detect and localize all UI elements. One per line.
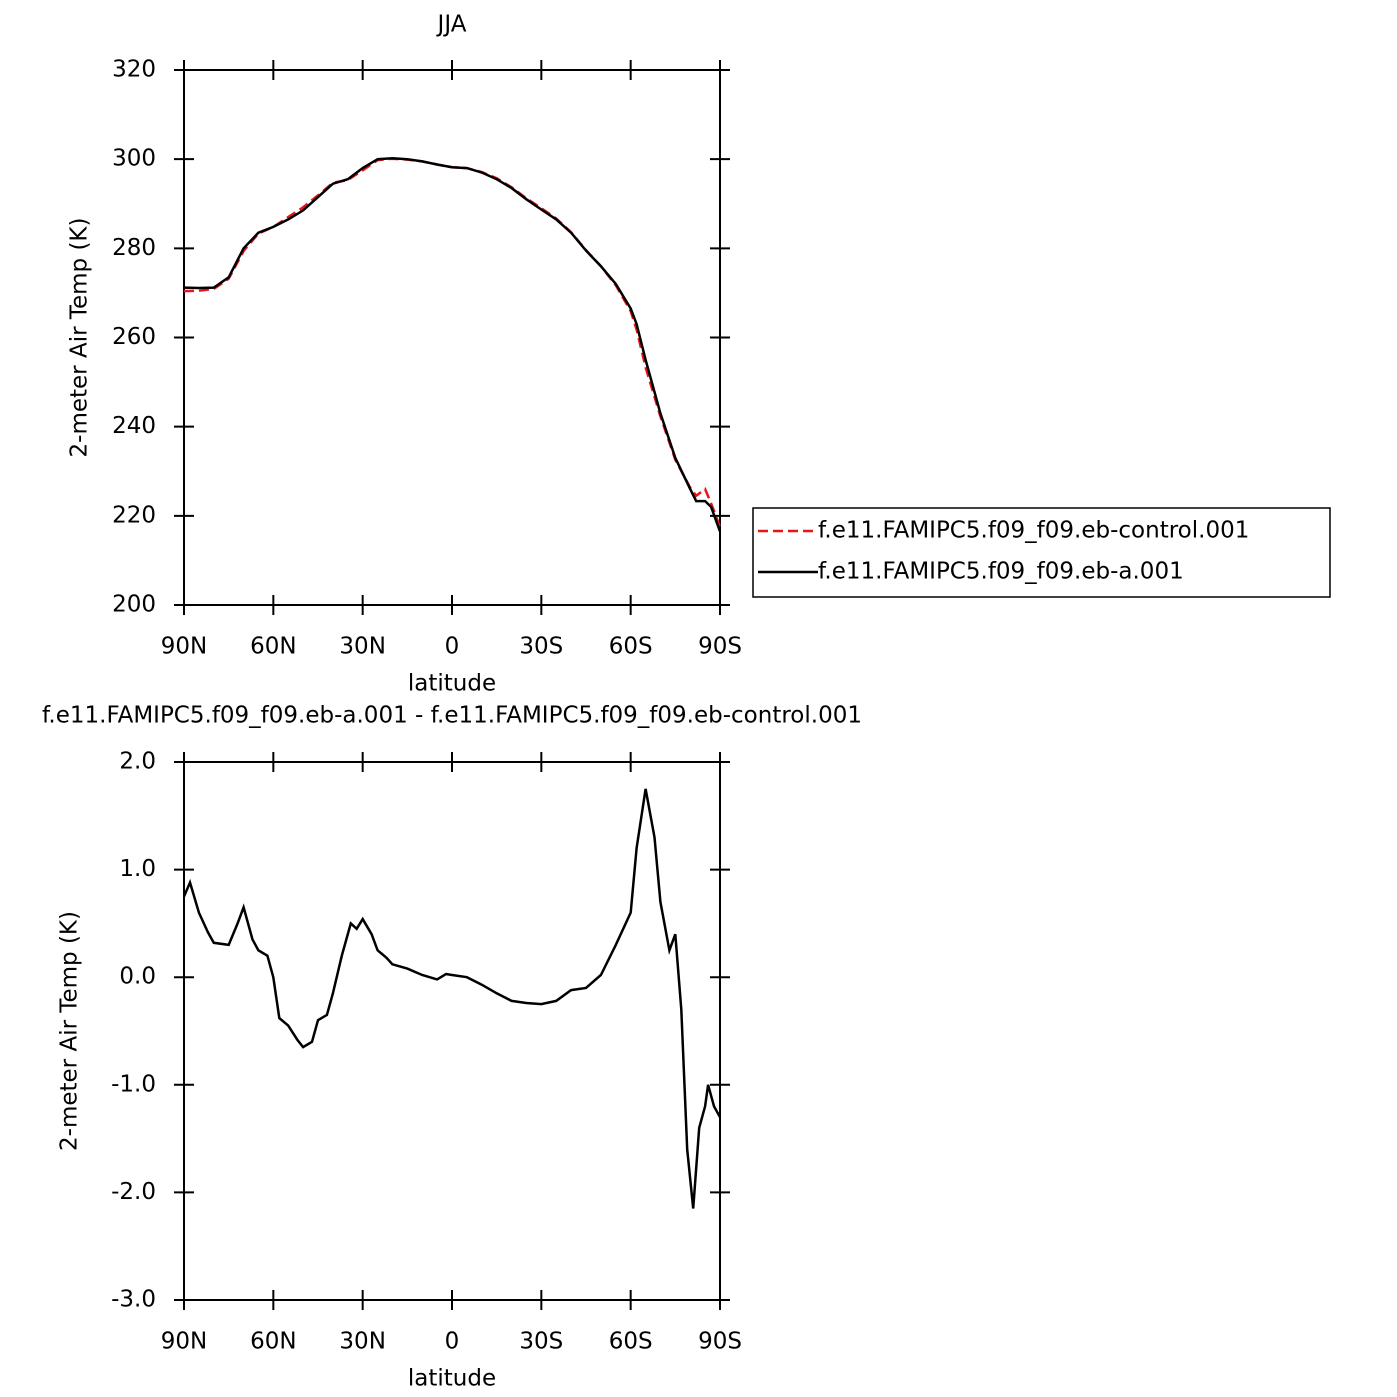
y-tick-label: -1.0 [111,1071,156,1097]
x-tick-label: 0 [445,634,460,660]
data-line [182,788,722,1209]
y-tick-label: 260 [112,324,156,350]
x-tick-label: 30N [339,1329,385,1355]
y-tick-label: 2.0 [119,749,156,775]
y-tick-label: 240 [112,413,156,439]
y-tick-label: 280 [112,235,156,261]
data-line [183,157,722,532]
x-tick-label: 30N [339,634,385,660]
y-tick-label: 320 [112,57,156,83]
legend-label: f.e11.FAMIPC5.f09_f09.eb-a.001 [818,559,1184,585]
y-tick-label: -3.0 [111,1287,156,1313]
x-tick-label: 90N [161,1329,207,1355]
x-tick-label: 90N [161,634,207,660]
legend-box [752,507,1331,598]
x-tick-label: 30S [519,634,563,660]
x-tick-label: 90S [698,634,742,660]
x-tick-label: 90S [698,1329,742,1355]
x-axis-label: latitude [408,671,496,697]
x-tick-label: 60S [609,634,653,660]
chart-title: JJA [436,12,467,38]
y-axis-label: 2-meter Air Temp (K) [67,218,93,458]
x-tick-label: 60N [250,634,296,660]
x-tick-label: 60S [609,1329,653,1355]
y-axis-label: 2-meter Air Temp (K) [57,911,83,1151]
y-tick-label: 200 [112,592,156,618]
plot-frame [183,69,721,606]
data-line [183,157,722,528]
x-axis-label: latitude [408,1366,496,1392]
legend-label: f.e11.FAMIPC5.f09_f09.eb-control.001 [818,518,1249,544]
chart-title: f.e11.FAMIPC5.f09_f09.eb-a.001 - f.e11.F… [42,703,862,729]
y-tick-label: 300 [112,146,156,172]
x-tick-label: 0 [445,1329,460,1355]
plot-frame [183,761,721,1301]
y-tick-label: 220 [112,502,156,528]
y-tick-label: -2.0 [111,1179,156,1205]
x-tick-label: 30S [519,1329,563,1355]
x-tick-label: 60N [250,1329,296,1355]
y-tick-label: 0.0 [119,964,156,990]
y-tick-label: 1.0 [119,856,156,882]
